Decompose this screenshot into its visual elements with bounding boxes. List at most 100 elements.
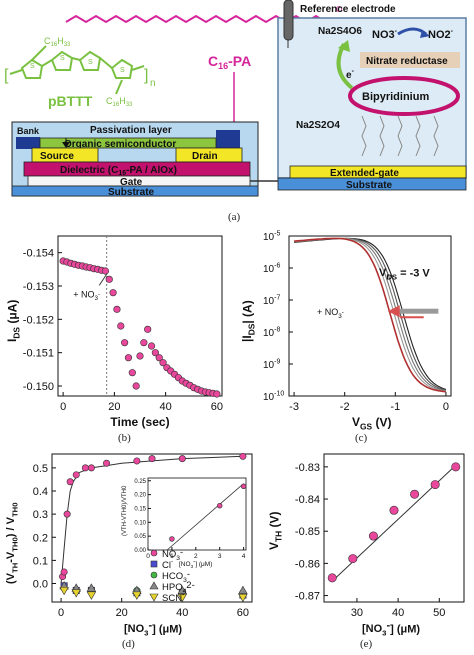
x-tick-label: 20: [108, 401, 120, 413]
x-tick-label: 40: [176, 607, 188, 619]
data-point: [81, 464, 89, 472]
inset-data-point: [169, 536, 175, 542]
y-tick-label: 0.0: [33, 579, 48, 591]
extended-gate-label: Extended-gate: [330, 168, 399, 179]
dielectric-label: Dielectric (C16-PA / AlOx): [60, 165, 177, 177]
data-point: [148, 455, 156, 463]
na2s4o6-label: Na2S4O6: [318, 26, 362, 37]
inset-x-tick-label: 2: [194, 553, 198, 560]
svg-text:S: S: [30, 63, 35, 70]
x-tick-label: 0: [58, 607, 64, 619]
legend-marker: [149, 581, 159, 590]
panel-e-chart: 30 40 50 -0.83 -0.84 -0.85 -0.86 -0.87 VTH (V) [N…: [267, 453, 465, 637]
c16-pa-label: C16-PA: [208, 53, 251, 71]
pbttt-label: pBTTT: [48, 93, 93, 109]
svg-text:[: [: [4, 67, 9, 84]
inset-y-axis-label: (VTH-VTH0)/VTH0: [122, 485, 128, 536]
x-axis-label: [NO3-] (μM): [362, 619, 420, 637]
caption-b: (b): [118, 432, 131, 444]
y-tick-label: -0.87: [295, 591, 320, 603]
otft-device: Passivation layer Bank Organic semicondu…: [11, 121, 290, 198]
reference-electrode-label: Reference electrode: [300, 4, 396, 15]
data-point: [177, 585, 188, 594]
data-point: [59, 586, 69, 596]
drain-label: Drain: [192, 151, 218, 162]
panel-c-chart: -3 -2 -1 0 10-5 10-6 10-7 10-8 10-9 10-10 + NO3- VD…: [240, 231, 452, 432]
vds-label: VDS = -3 V: [379, 267, 430, 281]
inset-y-tick-label: 0.10: [134, 520, 146, 526]
caption-a: (a): [228, 211, 241, 223]
inset-y-tick-label: 0.25: [134, 479, 146, 485]
x-tick-label: -3: [289, 401, 299, 413]
data-point: [109, 289, 117, 297]
y-tick-label: 10-7: [263, 295, 280, 308]
data-point: [238, 593, 248, 603]
y-tick-label: 10-9: [263, 359, 280, 372]
data-point: [451, 462, 461, 472]
svg-text:S: S: [60, 55, 65, 62]
svg-text:]: ]: [144, 67, 148, 84]
legend-marker: [150, 571, 158, 579]
inset-y-tick-label: 0.00: [134, 548, 146, 554]
substrate-right-label: Substrate: [346, 180, 393, 191]
gate-label: Gate: [120, 177, 143, 188]
inset-frame: [147, 477, 247, 551]
electron-label: e-: [346, 68, 355, 81]
x-tick-label: -1: [390, 401, 400, 413]
no3-label: NO3-: [372, 28, 398, 41]
y-tick-label: -0.83: [295, 462, 320, 474]
shift-arrow-head: [387, 305, 400, 318]
y-tick-label: -0.151: [23, 348, 54, 360]
inset-x-tick-label: 4: [242, 553, 246, 560]
x-tick-label: 60: [237, 607, 249, 619]
y-axis-label: |IDS| (A): [240, 300, 257, 342]
legend-marker: [150, 560, 158, 568]
legend-label: HCO3-: [162, 569, 190, 584]
y-tick-label: -0.152: [23, 314, 54, 326]
caption-e: (e): [360, 638, 373, 650]
x-axis-label: VGS (V): [352, 415, 391, 432]
shift-arrow-bar: [395, 308, 439, 314]
organic-semiconductor-label: Organic semiconductor: [64, 139, 176, 150]
x-axis-label: Time (sec): [110, 415, 169, 429]
no2-label: NO2-: [428, 28, 454, 41]
source-label: Source: [40, 151, 74, 162]
data-point: [238, 585, 248, 594]
data-point: [71, 589, 81, 598]
data-point: [133, 457, 141, 465]
y-tick-label: 0.1: [33, 555, 48, 567]
data-point: [132, 591, 142, 600]
data-point: [327, 573, 337, 583]
y-tick-label: 10-6: [263, 263, 280, 276]
y-tick-label: -0.85: [295, 526, 320, 538]
data-point: [389, 505, 399, 515]
y-tick-label: -0.153: [23, 281, 54, 293]
inset-data-point: [217, 502, 223, 509]
plot-frame: [57, 235, 223, 397]
inset-x-tick-label: 1: [170, 553, 174, 560]
x-tick-label: -2: [340, 401, 350, 413]
annotation-label: + NO3-: [317, 307, 344, 320]
data-point: [144, 325, 152, 333]
svg-text:S: S: [88, 59, 93, 66]
y-tick-label: 10-5: [263, 231, 280, 244]
legend-label: HPO42-: [162, 580, 195, 595]
y-tick-label: 0.2: [33, 532, 48, 544]
legend-marker: [150, 549, 158, 557]
inset-data-point: [240, 483, 247, 490]
substrate-left-label: Substrate: [108, 187, 155, 198]
x-tick-label: 40: [392, 607, 404, 619]
plot-frame: [323, 453, 465, 603]
pbttt-structure: [ ] n S S S S C16H33 C16H33 pBTTT: [4, 36, 156, 109]
panel-d-chart: 0 20 40 60 0.0 0.1 0.2 0.3 0.4 0.5 0 1 2 3 4 0.00 0.05 0.…: [5, 452, 253, 637]
data-point: [86, 591, 97, 600]
annotation-arrow: [98, 273, 108, 286]
bank-label: Bank: [17, 126, 40, 136]
data-point: [213, 390, 221, 398]
data-point: [368, 531, 378, 541]
y-axis-label: VTH (V): [267, 511, 284, 550]
data-point: [66, 478, 74, 486]
panel-a-schematic: [ ] n S S S S C16H33 C16H33 pBTTT P O OH…: [4, 0, 467, 198]
data-point: [86, 583, 97, 592]
y-tick-label: -0.84: [295, 494, 320, 506]
